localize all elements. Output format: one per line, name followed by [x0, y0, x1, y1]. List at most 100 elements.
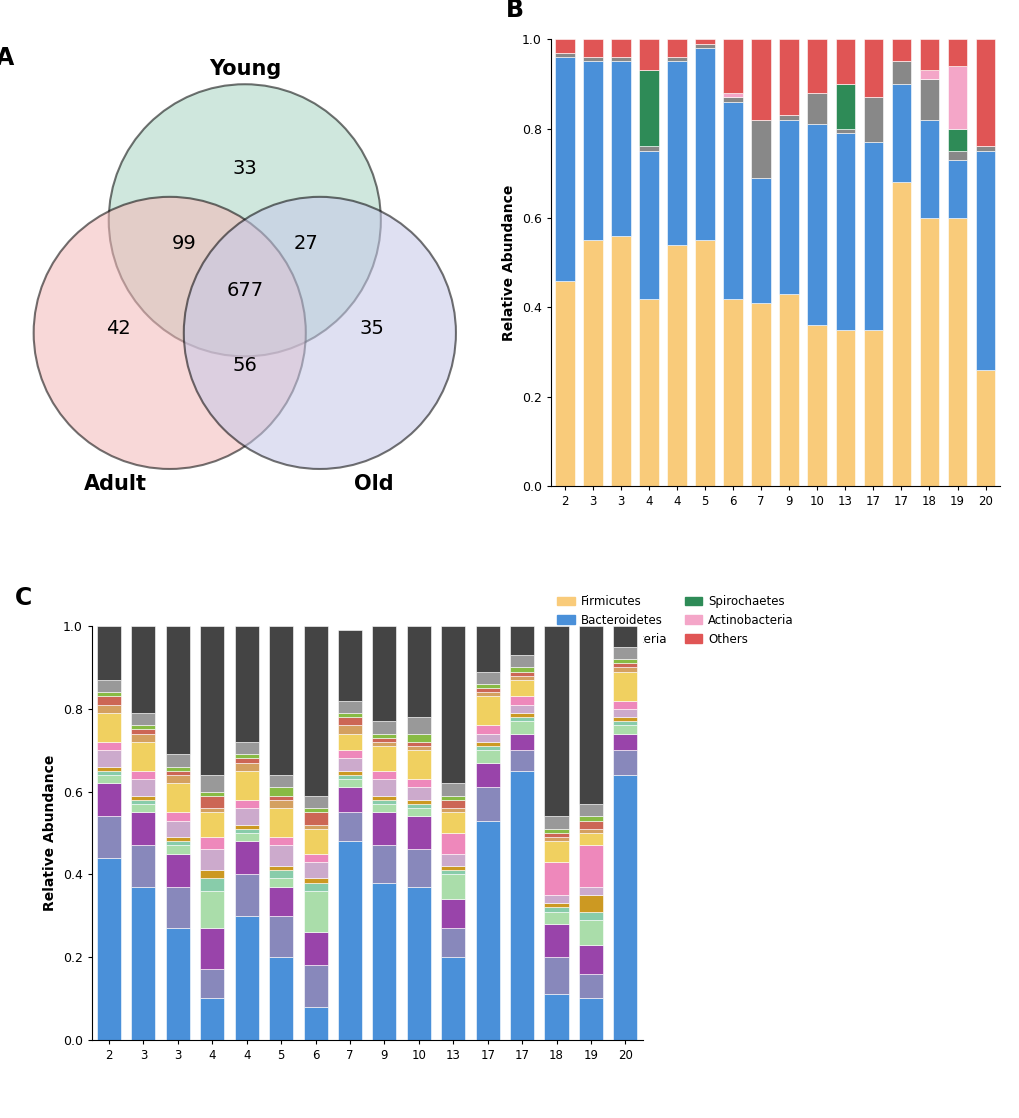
Bar	[166, 928, 190, 1040]
Bar	[579, 911, 602, 920]
Bar	[407, 808, 430, 816]
Bar	[337, 841, 362, 1040]
Bar	[234, 742, 259, 755]
Bar	[475, 688, 499, 692]
Bar	[166, 775, 190, 784]
Bar	[554, 39, 574, 53]
Bar	[722, 102, 742, 299]
Bar	[639, 151, 658, 299]
Bar	[372, 845, 396, 882]
Bar	[919, 70, 938, 79]
Bar	[751, 120, 770, 178]
Bar	[510, 655, 534, 667]
Bar	[666, 245, 686, 486]
Bar	[510, 721, 534, 733]
Bar	[200, 850, 224, 870]
Bar	[407, 626, 430, 717]
Bar	[337, 733, 362, 750]
Bar	[269, 837, 292, 845]
Bar	[919, 120, 938, 218]
Bar	[612, 646, 637, 660]
Bar	[269, 887, 292, 916]
Bar	[639, 39, 658, 70]
Bar	[337, 713, 362, 717]
Bar	[166, 626, 190, 755]
Bar	[166, 767, 190, 771]
Bar	[722, 97, 742, 102]
Bar	[269, 866, 292, 870]
Bar	[131, 812, 155, 845]
Bar	[891, 182, 910, 486]
Bar	[579, 816, 602, 821]
Bar	[612, 701, 637, 709]
Bar	[372, 812, 396, 845]
Circle shape	[109, 84, 380, 357]
Bar	[612, 626, 637, 646]
Bar	[304, 854, 327, 862]
Bar	[975, 151, 995, 370]
Y-axis label: Relative Abundance: Relative Abundance	[501, 184, 516, 341]
Bar	[200, 812, 224, 837]
Bar	[407, 750, 430, 779]
Bar	[337, 771, 362, 775]
Bar	[544, 862, 568, 894]
Bar	[554, 57, 574, 281]
Bar	[807, 39, 826, 93]
Bar	[947, 129, 966, 151]
Bar	[751, 39, 770, 120]
Bar	[407, 733, 430, 742]
Bar	[372, 721, 396, 733]
Bar	[612, 733, 637, 750]
Bar	[441, 799, 465, 808]
Bar	[304, 626, 327, 796]
Bar	[579, 845, 602, 887]
Circle shape	[183, 197, 455, 468]
Bar	[891, 39, 910, 61]
Bar	[407, 850, 430, 887]
Bar	[510, 697, 534, 704]
Bar	[947, 66, 966, 129]
Bar	[372, 799, 396, 804]
Bar	[166, 784, 190, 812]
Bar	[579, 828, 602, 833]
Bar	[475, 726, 499, 733]
Bar	[131, 779, 155, 796]
Bar	[583, 240, 602, 486]
Bar	[269, 808, 292, 837]
Bar	[131, 742, 155, 771]
Bar	[304, 1006, 327, 1040]
Bar	[510, 626, 534, 655]
Bar	[269, 957, 292, 1040]
Bar	[166, 845, 190, 854]
Bar	[544, 903, 568, 908]
Bar	[97, 816, 121, 858]
Bar	[97, 784, 121, 816]
Bar	[579, 974, 602, 998]
Bar	[639, 70, 658, 146]
Bar	[337, 779, 362, 787]
Bar	[166, 837, 190, 841]
Bar	[639, 146, 658, 151]
Bar	[975, 146, 995, 151]
Bar	[947, 218, 966, 486]
Bar	[863, 330, 882, 486]
Bar	[166, 887, 190, 928]
Bar	[441, 899, 465, 928]
Bar	[97, 742, 121, 750]
Bar	[166, 821, 190, 837]
Bar	[441, 808, 465, 812]
Bar	[579, 998, 602, 1040]
Bar	[97, 767, 121, 771]
Bar	[166, 755, 190, 767]
Bar	[891, 61, 910, 84]
Bar	[863, 97, 882, 142]
Bar	[269, 879, 292, 887]
Bar	[510, 717, 534, 721]
Bar	[612, 663, 637, 667]
Bar	[947, 151, 966, 160]
Bar	[510, 704, 534, 713]
Bar	[583, 57, 602, 61]
Bar	[579, 945, 602, 974]
Bar	[131, 799, 155, 804]
Bar	[269, 916, 292, 957]
